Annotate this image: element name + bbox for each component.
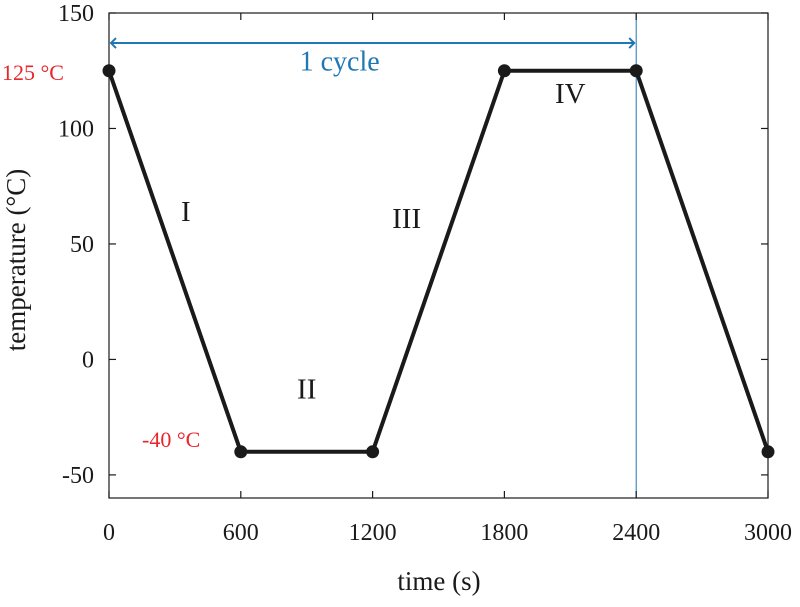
x-tick-label: 1800 [480, 520, 528, 546]
x-tick-label: 3000 [744, 520, 792, 546]
cycle-label: 1 cycle [300, 47, 380, 78]
data-point [629, 64, 643, 78]
x-tick-label: 0 [103, 520, 115, 546]
series-line [107, 68, 770, 454]
segment-label: IV [555, 78, 586, 110]
y-axis-label: temperature (°C) [1, 169, 31, 351]
segment-label: I [181, 196, 191, 228]
y-tick-label: 100 [58, 116, 94, 142]
x-axis-label: time (s) [397, 566, 480, 596]
data-point [497, 64, 511, 78]
low-temp-label: -40 °C [142, 427, 200, 452]
data-point [234, 445, 248, 459]
segment-label: II [297, 374, 316, 406]
chart-marks [102, 64, 775, 459]
x-tick-label: 2400 [612, 520, 660, 546]
y-tick-label: -50 [62, 463, 94, 489]
x-tick-label: 1200 [349, 520, 397, 546]
chart-axes: 0 600 1200 1800 2400 3000 -50 0 50 100 150 [58, 1, 792, 546]
high-temp-label: 125 °C [2, 60, 64, 85]
plot-frame [108, 12, 769, 499]
x-tick-label: 600 [223, 520, 259, 546]
y-tick-label: 0 [82, 347, 94, 373]
y-tick-label: 50 [70, 232, 94, 258]
segment-label: III [392, 203, 421, 235]
data-point [366, 445, 380, 459]
y-tick-label: 150 [58, 1, 94, 27]
